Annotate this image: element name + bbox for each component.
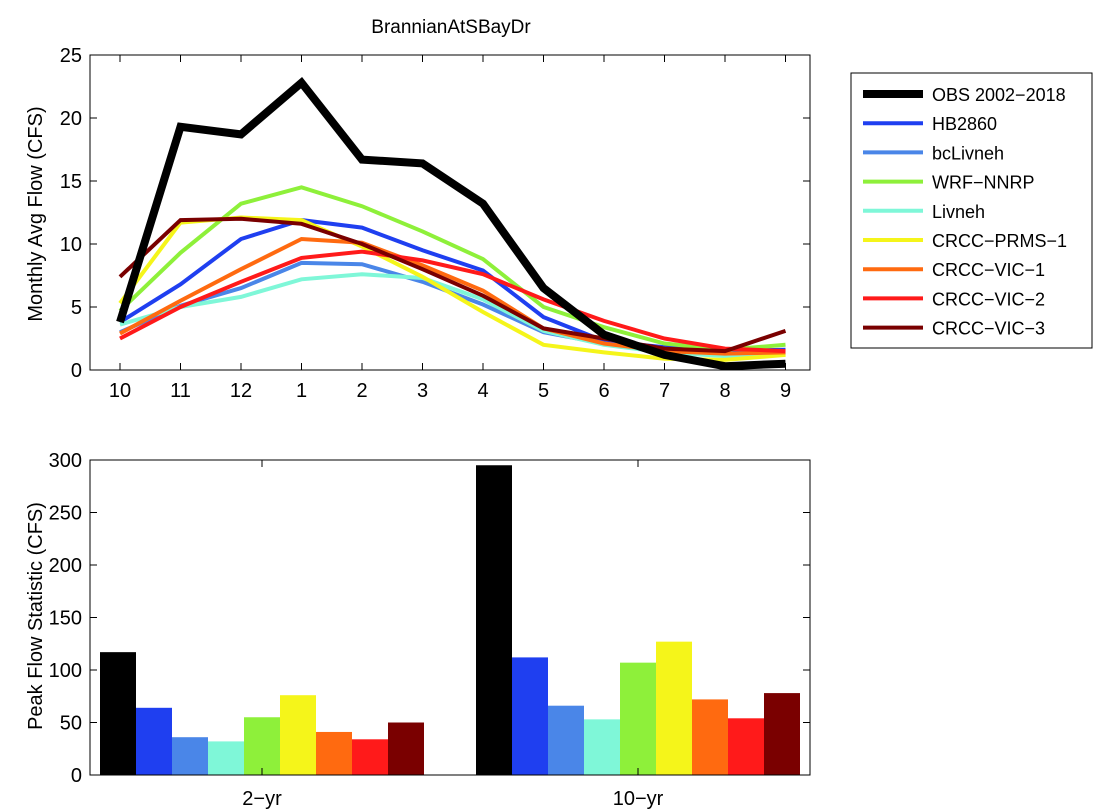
- x-tick-label: 3: [417, 380, 428, 402]
- y-tick-label: 0: [71, 765, 82, 787]
- top-y-axis-label: Monthly Avg Flow (CFS): [25, 106, 47, 321]
- series-line-hb2860: [118, 218, 786, 354]
- bottom-y-axis-label: Peak Flow Statistic (CFS): [25, 502, 47, 730]
- y-tick-label: 10: [60, 234, 82, 256]
- bar-10-yr-6: [656, 641, 692, 775]
- bar-2-yr-1: [100, 652, 136, 775]
- bar-10-yr-4: [584, 719, 620, 775]
- bar-10-yr-1: [476, 465, 512, 775]
- x-tick-label: 5: [538, 380, 549, 402]
- x-tick-label: 10: [109, 380, 131, 402]
- y-tick-label: 200: [49, 555, 82, 577]
- chart-title: BrannianAtSBayDr: [371, 17, 531, 38]
- y-tick-label: 50: [60, 713, 82, 735]
- series-line-crcc-vic-2: [119, 249, 786, 354]
- bar-2-yr-5: [244, 717, 280, 775]
- y-tick-label: 100: [49, 660, 82, 682]
- bar-10-yr-3: [548, 705, 584, 775]
- bar-2-yr-8: [352, 739, 388, 775]
- series-line-obs-2002-2018: [116, 76, 786, 371]
- y-tick-label: 5: [71, 297, 82, 319]
- legend-label-bclivneh: bcLivneh: [932, 143, 1004, 163]
- legend-label-livneh: Livneh: [932, 202, 985, 222]
- x-tick-label: 8: [719, 380, 730, 402]
- y-tick-label: 0: [71, 360, 82, 382]
- legend-label-crcc-prms-1: CRCC−PRMS−1: [932, 231, 1067, 251]
- legend-items: OBS 2002−2018 HB2860 bcLivneh WRF−NNRP Livne…: [863, 85, 1067, 339]
- legend-label-crcc-vic-2: CRCC−VIC−2: [932, 289, 1045, 309]
- y-tick-label: 150: [49, 608, 82, 630]
- series-line-crcc-vic-3: [118, 216, 787, 354]
- bar-10-yr-8: [728, 718, 764, 775]
- legend-label-wrf-nnrp: WRF−NNRP: [932, 173, 1035, 193]
- legend-label-obs-2002-2018: OBS 2002−2018: [932, 85, 1066, 105]
- x-tick-label: 4: [477, 380, 488, 402]
- bar-10-yr-9: [764, 693, 800, 775]
- bar-10-yr-2: [512, 657, 548, 775]
- series-line-wrf-nnrp: [118, 185, 786, 352]
- y-tick-label: 25: [60, 45, 82, 67]
- y-tick-label: 300: [49, 450, 82, 472]
- bar-2-yr-7: [316, 731, 352, 775]
- bar-group: [100, 465, 800, 775]
- legend-label-crcc-vic-3: CRCC−VIC−3: [932, 319, 1045, 339]
- bar-2-yr-3: [172, 737, 208, 775]
- y-tick-label: 20: [60, 108, 82, 130]
- legend-label-crcc-vic-1: CRCC−VIC−1: [932, 260, 1045, 280]
- bar-2-yr-2: [136, 707, 172, 775]
- bottom-axes: 2−yr 10−yr 0 50 100 150 200 250 300: [49, 450, 811, 810]
- x-tick-label: 6: [598, 380, 609, 402]
- x-tick-label: 1: [296, 380, 307, 402]
- line-series-group: [116, 76, 787, 371]
- bar-2-yr-9: [388, 722, 424, 775]
- top-plot-frame: [89, 54, 811, 371]
- x-tick-label: 2: [356, 380, 367, 402]
- x-tick-label: 10−yr: [613, 788, 664, 810]
- bar-10-yr-7: [692, 699, 728, 775]
- x-tick-label: 12: [230, 380, 252, 402]
- x-tick-label: 2−yr: [242, 788, 282, 810]
- legend-label-hb2860: HB2860: [932, 114, 997, 134]
- peak-flow-bar-chart: Peak Flow Statistic (CFS) 2−yr 10−yr 0 50 10…: [25, 450, 811, 810]
- legend: OBS 2002−2018 HB2860 bcLivneh WRF−NNRP Livne…: [850, 72, 1093, 349]
- x-tick-label: 7: [659, 380, 670, 402]
- bar-2-yr-6: [280, 695, 316, 775]
- monthly-flow-line-chart: BrannianAtSBayDr Monthly Avg Flow (CFS) …: [25, 17, 811, 402]
- bar-2-yr-4: [208, 741, 244, 775]
- series-line-crcc-vic-1: [119, 236, 786, 356]
- y-tick-label: 250: [49, 503, 82, 525]
- x-tick-label: 11: [170, 380, 191, 402]
- bar-10-yr-5: [620, 662, 656, 775]
- y-tick-label: 15: [60, 171, 82, 193]
- x-tick-label: 9: [780, 380, 791, 402]
